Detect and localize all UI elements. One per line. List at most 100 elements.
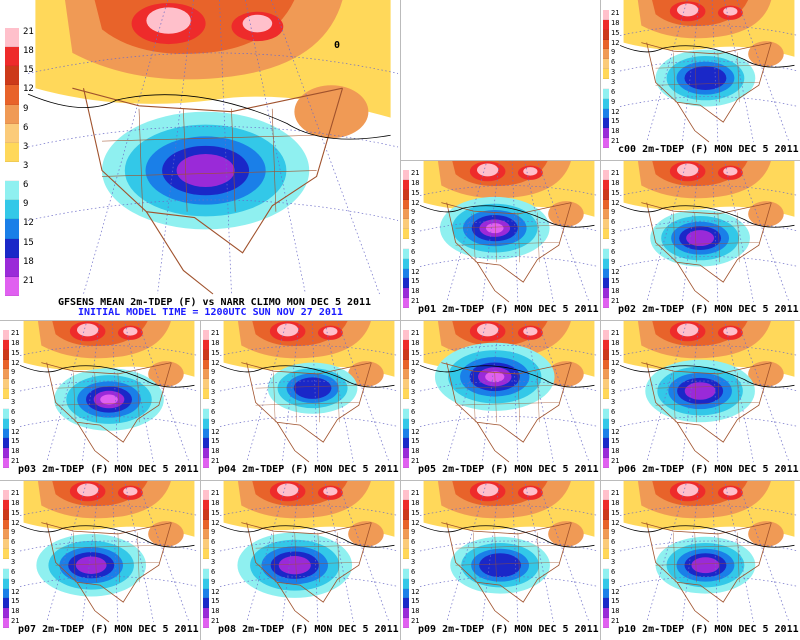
state-border (494, 532, 497, 583)
coastline (446, 522, 572, 603)
legend-swatch: 18 (603, 499, 619, 510)
state-border (231, 108, 236, 212)
legend-label: 21 (611, 489, 620, 497)
state-border (255, 545, 359, 549)
member-map (219, 480, 399, 623)
legend-swatch: 18 (403, 448, 419, 459)
state-border (255, 402, 359, 406)
legend-label: 15 (611, 348, 620, 357)
legend-label: 9 (411, 417, 416, 426)
legend-label: 12 (211, 587, 220, 596)
main-panel-ensemble-mean: 0 21 18 15 12 9 6 3 3 6 9 12 15 18 21 GFSENS MEAN 2m-… (0, 0, 400, 320)
state-border (117, 372, 120, 423)
legend-label: 12 (611, 107, 620, 116)
legend-label: 21 (411, 329, 420, 337)
zero-contour (19, 365, 195, 388)
legend-label: 9 (611, 208, 616, 217)
legend-label: 12 (611, 518, 620, 527)
legend-label: 3 (211, 398, 216, 407)
member-panel-p09: 21 18 15 12 9 6 3 3 6 9 12 15 18 21 p09 2m-TDEP (F) MO… (400, 480, 600, 640)
legend-swatch: 18 (3, 499, 19, 510)
legend-label: 9 (611, 417, 616, 426)
legend-swatch: 12 (203, 359, 219, 370)
legend-label: 12 (411, 267, 420, 276)
longitude-line (736, 160, 790, 303)
legend-swatch: 12 (603, 428, 619, 439)
legend-swatch: 21 (603, 298, 619, 309)
longitude-line (536, 160, 590, 303)
legend-label: 18 (11, 498, 20, 507)
member-caption: c00 2m-TDEP (F) MON DEC 5 2011 (618, 144, 799, 155)
warm-region (148, 521, 184, 547)
cold-region (485, 223, 504, 234)
legend-label: 21 (11, 617, 20, 626)
legend-label: 15 (211, 348, 220, 357)
legend-swatch: 3 (603, 239, 615, 249)
legend-label: 21 (11, 457, 20, 466)
legend-label: 3 (611, 228, 616, 237)
legend-swatch: 6 (603, 539, 615, 550)
legend-label: 6 (211, 538, 216, 547)
legend-label: 6 (11, 538, 16, 547)
legend-swatch: 18 (3, 448, 19, 459)
legend-label: 6 (23, 180, 29, 191)
longitude-line (524, 480, 554, 623)
coastline (446, 202, 572, 283)
legend-swatch: 6 (3, 408, 15, 419)
legend-swatch: 6 (3, 568, 15, 579)
member-legend: 21 18 15 12 9 6 3 3 6 9 12 15 18 21 (403, 490, 419, 629)
legend-swatch: 21 (203, 330, 219, 340)
legend-label: 6 (411, 218, 416, 227)
legend-label: 21 (23, 275, 34, 286)
state-border (138, 108, 143, 212)
legend-swatch: 12 (403, 428, 419, 439)
legend-swatch: 21 (603, 490, 619, 500)
mexico-coast (276, 422, 310, 463)
coastline (82, 88, 344, 254)
state-border (73, 532, 76, 583)
legend-label: 15 (11, 437, 20, 446)
legend-swatch: 6 (5, 181, 28, 201)
ocean (620, 558, 642, 622)
ocean (762, 558, 798, 622)
zero-contour (619, 525, 795, 548)
legend-swatch: 15 (5, 238, 34, 258)
member-caption: p10 2m-TDEP (F) MON DEC 5 2011 (618, 624, 799, 635)
legend-label: 15 (411, 348, 420, 357)
borders (641, 42, 772, 143)
longitude-line (124, 480, 154, 623)
zero-contour (19, 525, 195, 548)
legend-label: 18 (611, 338, 620, 347)
longitude-line (536, 320, 590, 463)
legend-label: 3 (611, 78, 616, 87)
warm-region (748, 41, 784, 67)
anomaly-field (20, 480, 198, 622)
member-legend: 21 18 15 12 9 6 3 3 6 9 12 15 18 21 (203, 490, 219, 629)
legend-swatch: 15 (603, 29, 619, 40)
legend-swatch: 9 (203, 578, 215, 589)
ocean (20, 558, 42, 622)
legend-swatch: 12 (603, 588, 619, 599)
zero-contour (619, 45, 795, 68)
legend-swatch: 21 (403, 330, 419, 340)
longitude-line (336, 480, 390, 623)
legend-swatch: 21 (403, 298, 419, 309)
legend-swatch: 3 (403, 549, 415, 560)
member-map (619, 480, 799, 623)
member-caption: p01 2m-TDEP (F) MON DEC 5 2011 (418, 304, 599, 315)
state-border (101, 134, 317, 142)
longitude-line (46, 480, 88, 623)
state-border (694, 532, 697, 583)
longitude-line (646, 480, 688, 623)
legend-swatch: 15 (603, 438, 619, 449)
legend-swatch: 9 (3, 369, 15, 380)
ocean (324, 161, 398, 294)
ocean (420, 558, 442, 622)
state-border (137, 372, 140, 423)
legend-swatch: 12 (403, 519, 419, 530)
state-border (455, 242, 559, 246)
legend-label: 12 (211, 427, 220, 436)
legend-label: 12 (611, 427, 620, 436)
legend-swatch: 12 (203, 428, 219, 439)
legend-swatch: 15 (603, 189, 619, 200)
